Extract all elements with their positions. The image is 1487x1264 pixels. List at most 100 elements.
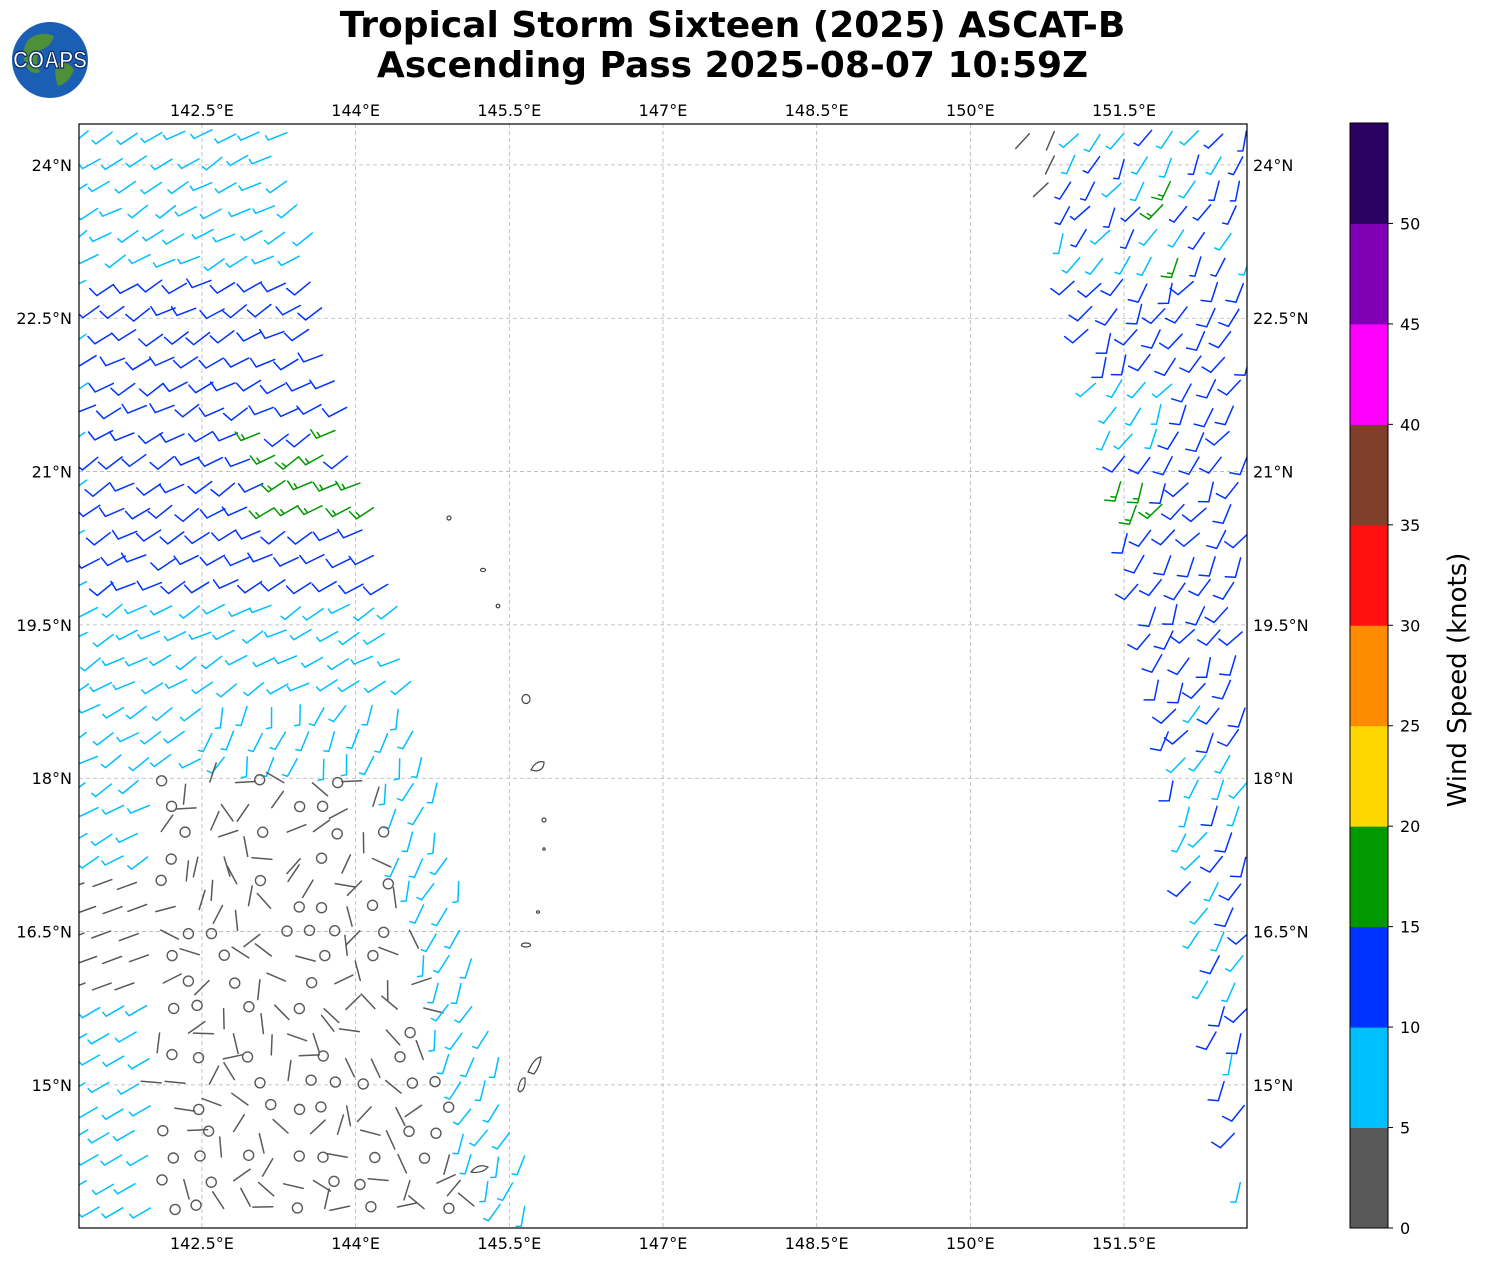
wind-barb [1182,930,1200,949]
wind-barb [1227,156,1244,176]
wind-barb [260,282,287,293]
island-maug [479,567,487,573]
wind-barb [411,977,432,986]
wind-barb [1225,954,1244,973]
wind-barb [79,806,99,818]
wind-barb [79,1006,101,1019]
wind-barb-calm [202,1125,215,1137]
wind-barb [444,1081,462,1100]
wind-barb [218,1136,223,1158]
wind-barb [286,1033,308,1042]
wind-barb [102,706,125,719]
island-guam [469,1165,490,1174]
wind-barb-calm [369,1151,381,1164]
wind-barb [1192,204,1212,221]
wind-barb-calm [229,977,241,989]
wind-barb [125,705,147,720]
wind-barb [1123,554,1145,574]
wind-barb [511,1155,526,1176]
wind-barb-calm [404,1026,416,1039]
wind-barb [277,255,300,267]
wind-barb [1180,855,1201,871]
wind-barb [220,803,234,822]
wind-barb [189,181,213,192]
wind-barb [1054,181,1072,200]
wind-barb [135,483,162,496]
wind-barb [114,180,137,194]
island-farallon-de-pajaros [446,515,452,521]
wind-barb [125,155,148,168]
wind-barb [260,579,286,592]
wind-barb [1195,656,1212,679]
wind-barb [101,804,125,815]
wind-barb [89,232,112,243]
wind-barb [1095,430,1111,451]
wind-barb [203,258,225,272]
wind-barb [396,1202,418,1208]
wind-barb-calm [442,1101,455,1113]
wind-barb [90,833,113,847]
wind-barb [238,182,262,192]
wind-barb [138,382,164,397]
wind-barb [1208,330,1232,349]
wind-barb [92,732,114,746]
wind-barb [436,1053,450,1075]
wind-barb-calm [165,800,178,813]
wind-barb [112,1129,135,1142]
wind-barb [124,507,151,520]
wind-barb [214,707,224,730]
wind-barb [234,431,261,442]
wind-barb [115,832,138,844]
wind-barb [251,255,275,265]
wind-barb [362,583,389,596]
wind-barb [408,1195,425,1210]
wind-barb [344,934,348,957]
wind-barb [187,430,214,443]
wind-barb [404,1104,423,1118]
wind-barb [79,558,100,569]
wind-barb [179,948,201,956]
wind-barb [256,892,272,909]
wind-barb [1127,456,1151,475]
wind-barb [1221,982,1236,1003]
wind-barb [151,707,173,722]
wind-barb [348,554,375,566]
wind-barb [1138,503,1163,520]
colorbar-frame [1349,122,1389,1229]
wind-barb [1164,306,1188,324]
wind-barb [98,207,122,217]
wind-barb [311,782,329,797]
wind-barb [234,909,239,932]
wind-barb-calm [192,1052,205,1064]
wind-barb [1170,383,1192,403]
wind-barb [274,655,298,665]
wind-barb [212,579,239,589]
wind-barb [197,456,224,468]
wind-barb [247,885,253,907]
wind-barb [1181,682,1206,700]
wind-barb [1155,130,1173,149]
wind-barb [1221,205,1237,225]
wind-barb [312,531,339,542]
wind-barb [79,832,88,839]
wind-barb [201,156,223,171]
wind-barb [128,1207,152,1219]
wind-barb [266,972,287,982]
lat-tick-label-right: 21°N [1253,463,1293,482]
colorbar-segment [1350,826,1388,928]
wind-barb [79,955,98,964]
wind-barb [236,331,263,342]
wind-barb [147,504,173,519]
wind-barb [128,954,150,963]
wind-barb [179,708,202,722]
wind-barb [1191,980,1209,1000]
wind-barb [1160,257,1179,279]
wind-barb [1125,303,1143,325]
colorbar-tick-label: 35 [1400,516,1420,535]
wind-barb [270,790,285,809]
wind-barb [354,960,362,982]
wind-barb [201,655,223,670]
wind-barb [162,233,185,245]
colorbar: 0 5 10 15 20 25 30 35 40 45 50 [1349,122,1420,1238]
